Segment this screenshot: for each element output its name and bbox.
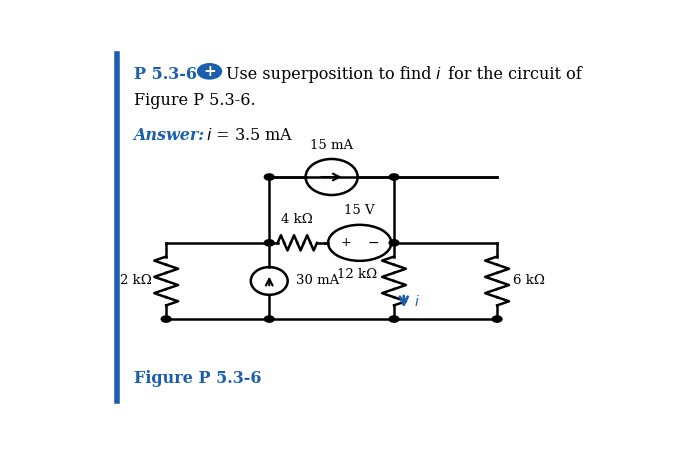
Text: 12 kΩ: 12 kΩ — [337, 268, 377, 280]
Text: 15 V: 15 V — [344, 204, 375, 217]
Text: Figure P 5.3-6: Figure P 5.3-6 — [134, 370, 261, 387]
Text: +: + — [203, 64, 216, 79]
Text: Answer:: Answer: — [134, 127, 204, 144]
Text: 30 mA: 30 mA — [296, 274, 339, 288]
Text: −: − — [368, 236, 379, 250]
Circle shape — [492, 316, 502, 322]
Text: 4 kΩ: 4 kΩ — [281, 213, 313, 226]
Circle shape — [161, 316, 171, 322]
Text: Figure P 5.3-6.: Figure P 5.3-6. — [134, 92, 256, 109]
Circle shape — [265, 174, 274, 180]
Text: for the circuit of: for the circuit of — [443, 66, 582, 83]
Text: +: + — [341, 236, 351, 249]
Text: $i$: $i$ — [435, 66, 441, 83]
Text: $i$: $i$ — [414, 294, 419, 309]
Text: $i$ = 3.5 mA: $i$ = 3.5 mA — [206, 127, 293, 144]
Text: 6 kΩ: 6 kΩ — [512, 274, 545, 288]
Circle shape — [389, 174, 399, 180]
Text: Use superposition to find: Use superposition to find — [226, 66, 437, 83]
Circle shape — [389, 240, 399, 246]
Text: 15 mA: 15 mA — [310, 139, 354, 152]
Circle shape — [265, 240, 274, 246]
Circle shape — [389, 316, 399, 322]
Circle shape — [197, 64, 221, 79]
Text: P 5.3-6: P 5.3-6 — [134, 66, 197, 83]
Circle shape — [265, 316, 274, 322]
Text: 2 kΩ: 2 kΩ — [120, 274, 152, 288]
